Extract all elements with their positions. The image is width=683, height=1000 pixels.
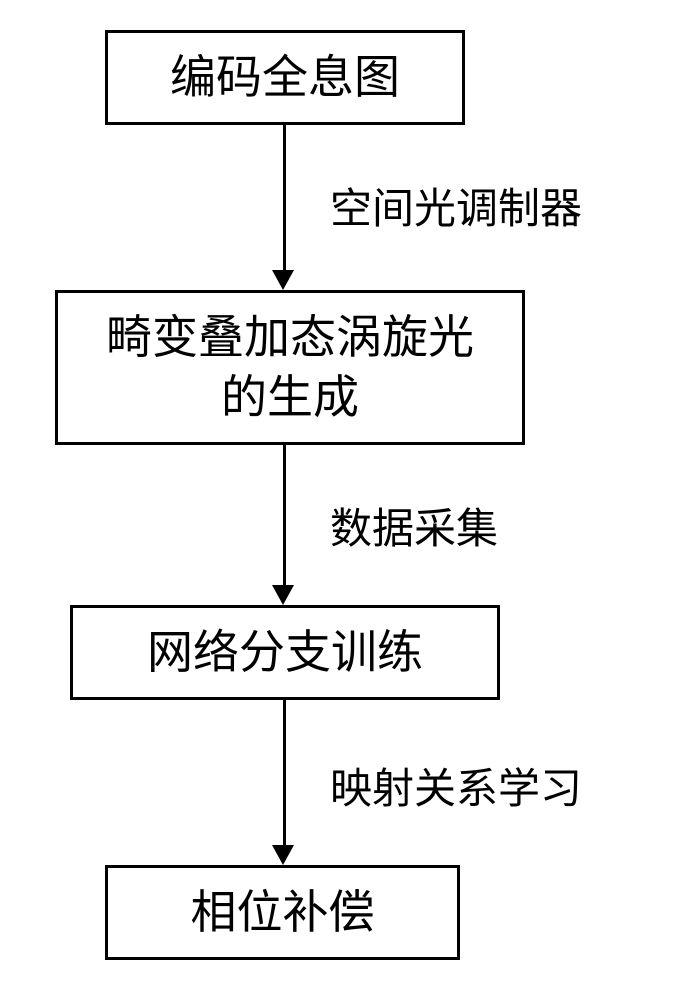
node-label: 相位补偿 [191, 883, 375, 943]
flowchart-node-2: 畸变叠加态涡旋光 的生成 [55, 290, 525, 445]
arrow-head-3 [272, 845, 294, 865]
arrow-head-1 [272, 270, 294, 290]
edge-label-2: 数据采集 [330, 495, 498, 556]
node-label: 畸变叠加态涡旋光 的生成 [106, 308, 474, 428]
node-label: 编码全息图 [170, 48, 400, 108]
flowchart-node-1: 编码全息图 [105, 30, 465, 125]
arrow-line-1 [283, 125, 286, 270]
flowchart-node-3: 网络分支训练 [70, 605, 500, 700]
arrow-line-2 [283, 445, 286, 585]
arrow-head-2 [272, 585, 294, 605]
arrow-line-3 [283, 700, 286, 845]
flowchart-container: 编码全息图 空间光调制器 畸变叠加态涡旋光 的生成 数据采集 网络分支训练 映射… [0, 0, 683, 1000]
node-label: 网络分支训练 [147, 623, 423, 683]
edge-label-3: 映射关系学习 [330, 755, 582, 816]
edge-label-1: 空间光调制器 [330, 175, 582, 236]
flowchart-node-4: 相位补偿 [105, 865, 460, 960]
